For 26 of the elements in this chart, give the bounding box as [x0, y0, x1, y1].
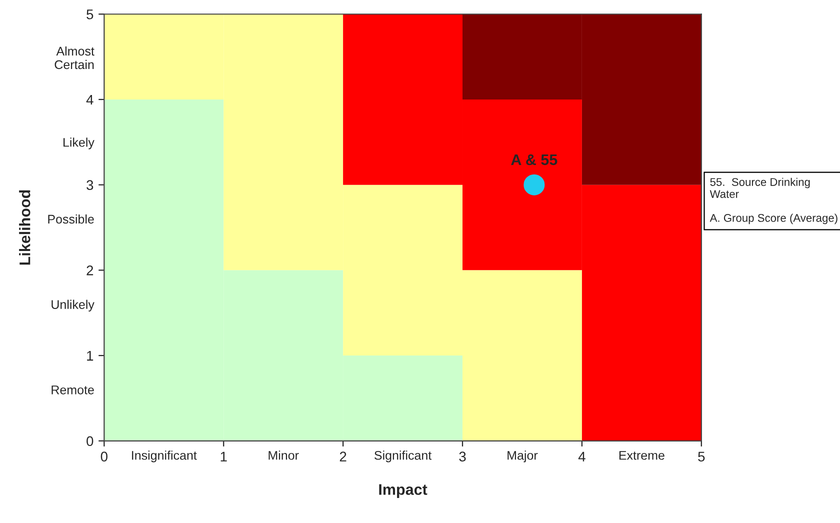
x-tick-label: Insignificant — [132, 450, 197, 462]
x-tick-label: 4 — [578, 452, 586, 462]
y-tick-label: 4 — [86, 94, 94, 105]
x-tick-label: 0 — [100, 452, 108, 462]
annotation: A & 55 — [511, 154, 558, 166]
x-tick-label: Minor — [268, 450, 299, 460]
y-tick-label: 0 — [86, 436, 94, 446]
x-tick-label: Significant — [374, 450, 432, 462]
y-tick-label: Possible — [48, 214, 94, 224]
x-tick-label: 3 — [459, 452, 466, 462]
y-tick-label: 1 — [87, 351, 94, 361]
x-tick-label: 5 — [698, 452, 705, 462]
x-tick-label: 1 — [220, 452, 227, 462]
y-tick-label: Unlikely — [52, 300, 94, 312]
y-axis-title: Likelihood — [19, 190, 30, 265]
x-tick-label: 2 — [340, 452, 346, 462]
y-tick-label: 2 — [86, 266, 94, 276]
x-axis-title: Impact — [379, 484, 428, 498]
y-tick-label: 3 — [86, 180, 94, 190]
x-tick-label: Major — [508, 450, 538, 462]
y-tick-label: Almost Certain — [54, 46, 94, 70]
y-tick-label: Likely — [64, 138, 94, 150]
y-tick-label: 5 — [86, 10, 94, 20]
text: 55. Source Drinking Water A. Group Score (Average) — [710, 178, 838, 224]
x-tick-label: Extreme — [619, 451, 664, 460]
y-tick-label: Remote — [52, 386, 94, 394]
